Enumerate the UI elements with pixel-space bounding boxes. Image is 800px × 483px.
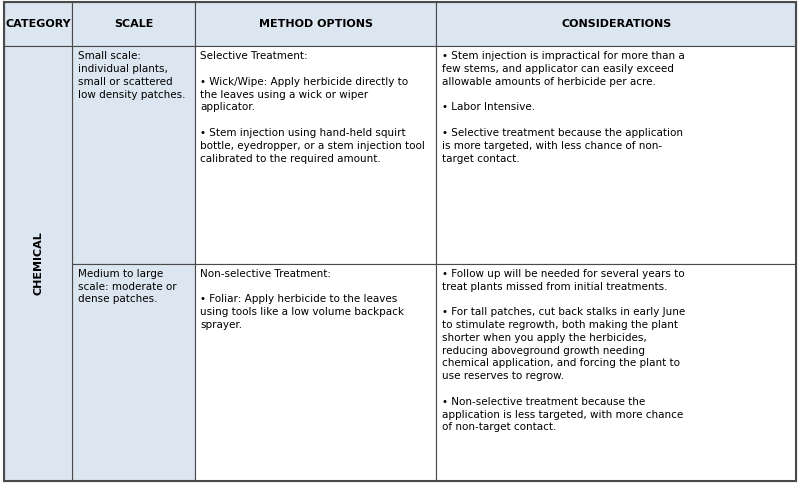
Bar [72, 46, 195, 264]
Bar [437, 2, 796, 46]
Bar [437, 264, 796, 481]
Bar [195, 46, 437, 264]
Bar [195, 2, 437, 46]
Text: CHEMICAL: CHEMICAL [33, 232, 43, 296]
Text: CATEGORY: CATEGORY [6, 19, 71, 29]
Bar [4, 46, 72, 481]
Bar [437, 46, 796, 264]
Bar [4, 2, 72, 46]
Text: Medium to large
scale: moderate or
dense patches.: Medium to large scale: moderate or dense… [78, 269, 176, 304]
Bar [195, 264, 437, 481]
Text: Non-selective Treatment:

• Foliar: Apply herbicide to the leaves
using tools li: Non-selective Treatment: • Foliar: Apply… [201, 269, 405, 330]
Bar [72, 264, 195, 481]
Text: METHOD OPTIONS: METHOD OPTIONS [258, 19, 373, 29]
Bar [72, 2, 195, 46]
Text: SCALE: SCALE [114, 19, 153, 29]
Text: Small scale:
individual plants,
small or scattered
low density patches.: Small scale: individual plants, small or… [78, 51, 186, 99]
Text: Selective Treatment:

• Wick/Wipe: Apply herbicide directly to
the leaves using : Selective Treatment: • Wick/Wipe: Apply … [201, 51, 426, 164]
Text: • Stem injection is impractical for more than a
few stems, and applicator can ea: • Stem injection is impractical for more… [442, 51, 685, 164]
Text: CONSIDERATIONS: CONSIDERATIONS [561, 19, 671, 29]
Text: • Follow up will be needed for several years to
treat plants missed from initial: • Follow up will be needed for several y… [442, 269, 686, 432]
